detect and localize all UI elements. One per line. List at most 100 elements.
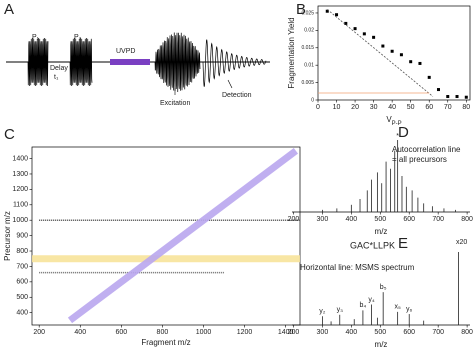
point bbox=[446, 95, 450, 99]
x-tick-label: 200 bbox=[33, 329, 45, 336]
point bbox=[455, 95, 459, 99]
x-tick-label: 200 bbox=[288, 216, 300, 223]
waveform bbox=[27, 37, 49, 87]
peak-label: x₅ bbox=[394, 304, 401, 311]
point bbox=[409, 60, 413, 64]
x-tick-label: 800 bbox=[461, 329, 473, 336]
uvpd-bar bbox=[110, 59, 150, 65]
x-tick-label: 1400 bbox=[278, 329, 294, 336]
y-tick-label: 0.015 bbox=[301, 45, 314, 51]
x-tick-label: 400 bbox=[345, 329, 357, 336]
panel-label: C bbox=[4, 126, 15, 143]
point bbox=[464, 95, 468, 99]
x-tick-label: 300 bbox=[317, 329, 329, 336]
x-tick-label: 600 bbox=[115, 329, 127, 336]
x-tick-label: 0 bbox=[316, 104, 320, 111]
peak-label: b₄ bbox=[360, 302, 367, 309]
uvpd-label: UVPD bbox=[116, 48, 135, 55]
delay-label: Delay bbox=[50, 65, 68, 72]
y-tick-label: 0.005 bbox=[301, 80, 314, 86]
y-tick-label: 900 bbox=[16, 232, 28, 239]
x-tick-label: 30 bbox=[370, 104, 378, 111]
x-tick-label: 500 bbox=[374, 216, 386, 223]
point bbox=[362, 32, 366, 36]
y-tick-label: 0.025 bbox=[301, 10, 314, 16]
plot-frame bbox=[317, 5, 471, 101]
panel-label: E bbox=[398, 235, 408, 252]
point bbox=[325, 9, 329, 13]
x-tick-label: 10 bbox=[333, 104, 341, 111]
x-tick-label: 800 bbox=[157, 329, 169, 336]
plot-frame bbox=[31, 146, 301, 326]
x-axis-label: V bbox=[386, 115, 392, 124]
point bbox=[390, 49, 394, 53]
x-axis-label: m/z bbox=[375, 340, 388, 349]
peak-label: y₄ bbox=[368, 296, 375, 303]
x-axis-label: VP-P bbox=[386, 115, 401, 126]
y-tick-label: 1400 bbox=[12, 155, 28, 162]
pulse-label: P₁ bbox=[32, 34, 40, 41]
y-tick-label: 0.02 bbox=[304, 28, 314, 34]
y-axis-label: Precursor m/z bbox=[3, 211, 12, 261]
annotation: Autocorrelation line bbox=[392, 145, 461, 154]
point bbox=[344, 21, 348, 25]
panel-label: D bbox=[398, 124, 409, 141]
x-tick-label: 700 bbox=[432, 329, 444, 336]
annotation: Horizontal line: MSMS spectrum bbox=[300, 263, 415, 272]
point bbox=[436, 88, 440, 92]
y-axis-label: Fragmentation Yield bbox=[287, 17, 296, 88]
point bbox=[418, 61, 422, 65]
x-tick-label: 50 bbox=[407, 104, 415, 111]
y-tick-label: 500 bbox=[16, 294, 28, 301]
trend-line bbox=[327, 9, 434, 97]
delay-label: t₁ bbox=[54, 74, 59, 81]
y-tick-label: 1200 bbox=[12, 186, 28, 193]
scale-note: x20 bbox=[456, 239, 467, 246]
pulse-label: P₂ bbox=[74, 34, 82, 41]
x-tick-label: 80 bbox=[462, 104, 470, 111]
x-tick-label: 1000 bbox=[196, 329, 212, 336]
point bbox=[335, 13, 339, 17]
x-tick-label: 70 bbox=[444, 104, 452, 111]
x-axis-label: Fragment m/z bbox=[141, 338, 190, 347]
panel-label: B bbox=[296, 1, 306, 18]
pointer bbox=[227, 79, 233, 89]
x-tick-label: 40 bbox=[388, 104, 396, 111]
y-tick-label: 0 bbox=[311, 97, 314, 103]
excitation-label: Excitation bbox=[160, 100, 190, 107]
x-tick-label: 800 bbox=[461, 216, 473, 223]
x-tick-label: 600 bbox=[403, 216, 415, 223]
x-tick-label: 600 bbox=[403, 329, 415, 336]
x-tick-label: 200 bbox=[288, 329, 300, 336]
waveform bbox=[69, 37, 93, 87]
peptide: GAC*LLPK bbox=[350, 240, 395, 250]
map-line bbox=[67, 148, 298, 324]
y-tick-label: 0.01 bbox=[304, 63, 314, 69]
y-tick-label: 800 bbox=[16, 248, 28, 255]
x-tick-label: 400 bbox=[345, 216, 357, 223]
annotation: = all precursors bbox=[392, 155, 447, 164]
waveform bbox=[154, 32, 201, 93]
peak-label: b₅ bbox=[380, 284, 387, 291]
x-tick-label: 1200 bbox=[237, 329, 253, 336]
point bbox=[381, 44, 385, 48]
x-tick-label: 20 bbox=[351, 104, 359, 111]
point bbox=[399, 53, 403, 57]
x-axis-label: m/z bbox=[375, 227, 388, 236]
y-tick-label: 600 bbox=[16, 279, 28, 286]
y-tick-label: 1000 bbox=[12, 217, 28, 224]
peak-label: y₂ bbox=[319, 308, 326, 315]
waveform bbox=[202, 39, 267, 87]
x-tick-label: 60 bbox=[425, 104, 433, 111]
x-tick-label: 500 bbox=[374, 329, 386, 336]
x-axis-label-subscript: P-P bbox=[392, 121, 402, 127]
y-tick-label: 400 bbox=[16, 310, 28, 317]
peak-label: y₃ bbox=[337, 307, 344, 314]
x-tick-label: 300 bbox=[317, 216, 329, 223]
y-tick-label: 700 bbox=[16, 263, 28, 270]
annotation: * bbox=[396, 133, 399, 140]
x-tick-label: 700 bbox=[432, 216, 444, 223]
point bbox=[372, 35, 376, 39]
y-tick-label: 1100 bbox=[13, 202, 28, 209]
